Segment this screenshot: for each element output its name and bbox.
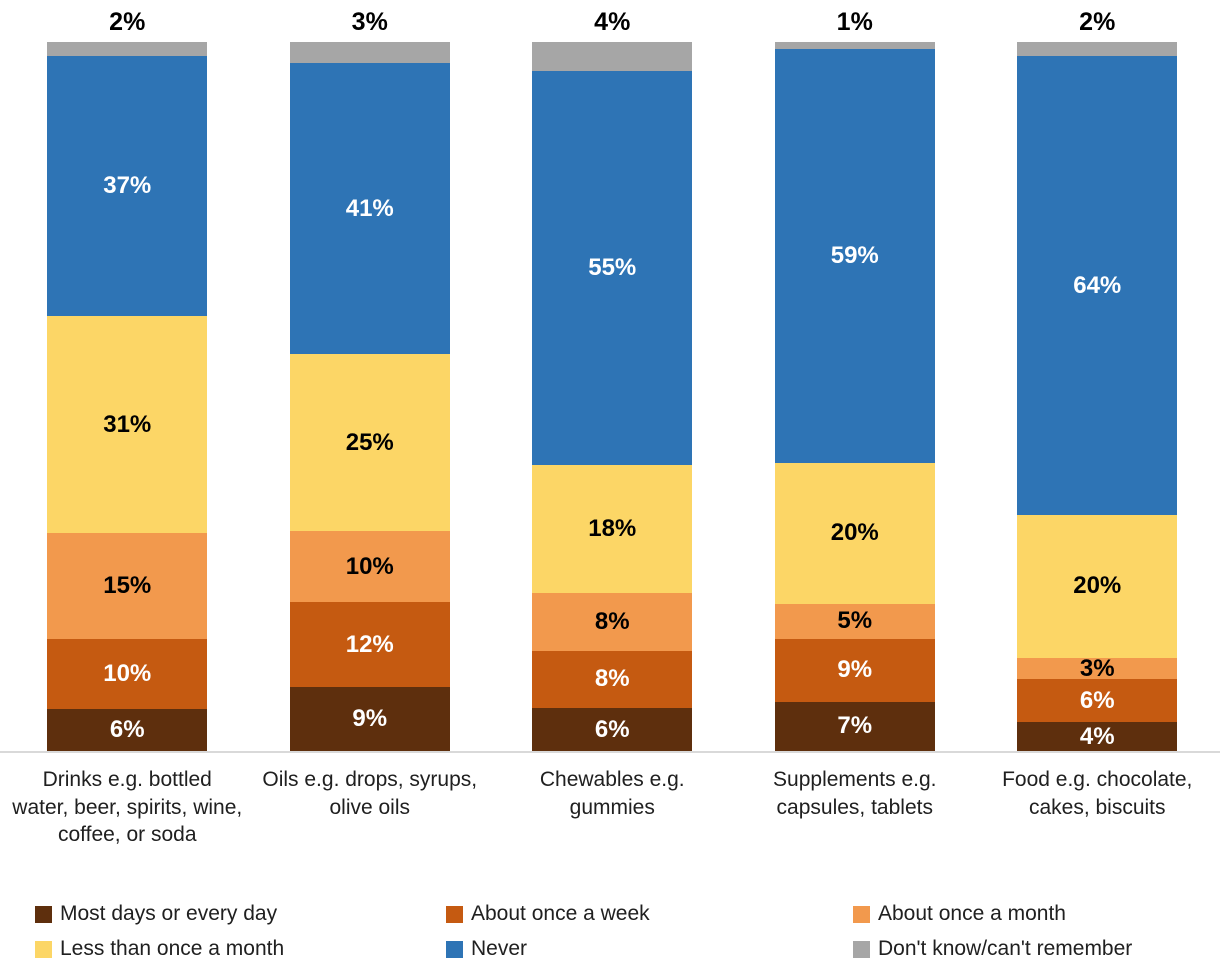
bar-segment-less-than-once-a-month: 25% [289,353,450,532]
legend-label: About once a week [471,902,650,926]
segment-value-label: 12% [345,630,394,658]
segment-value-label: 41% [345,194,394,222]
segment-value-label: 10% [103,659,152,687]
legend-swatch [853,940,870,958]
bar-segment-never: 37% [47,56,208,316]
segment-value-label: 64% [1073,271,1122,299]
legend-item-2: About once a week [446,901,853,927]
bar-segment-about-once-a-month: 8% [532,593,693,651]
segment-value-label: 20% [1073,572,1122,600]
bar-top-value-label: 4% [594,8,631,36]
x-axis-line [0,751,1220,753]
segment-value-label: 55% [588,253,637,281]
category-axis-labels: Drinks e.g. bottled water, beer, spirits… [0,766,1220,849]
bar-segment-don-t-know-can-t-remember [532,42,693,71]
legend-item-6: Don't know/can't remember [853,936,1220,962]
segment-value-label: 8% [594,665,630,693]
legend-label: Never [471,937,528,961]
bar-top-value-label: 2% [109,8,146,36]
segment-value-label: 6% [594,715,630,743]
bar-segment-most-days-or-every-day: 6% [532,708,693,751]
bar-column-2: 3% 41% 25% 10% 12% 9% [249,0,492,751]
legend-item-5: Never [446,936,853,962]
stacked-bar: 59% 20% 5% 9% 7% [774,42,935,751]
segment-value-label: 5% [837,607,873,635]
segment-value-label: 9% [837,656,873,684]
stacked-bar: 41% 25% 10% 12% 9% [289,42,450,751]
category-label: Chewables e.g. gummies [539,768,685,819]
bar-top-value-label: 1% [836,8,873,36]
segment-value-label: 25% [345,428,394,456]
bar-segment-less-than-once-a-month: 20% [1017,514,1178,658]
segment-value-label: 6% [109,715,145,743]
bar-column-1: 2% 37% 31% 15% 10% 6% [6,0,249,752]
bar-segment-never: 59% [774,49,935,464]
segment-value-label: 8% [594,608,630,636]
legend-swatch [35,905,52,923]
bar-segment-most-days-or-every-day: 4% [1017,722,1178,751]
bar-segment-don-t-know-can-t-remember [289,42,450,64]
segment-value-label: 20% [830,519,879,547]
legend-item-3: About once a month [853,901,1220,927]
bar-segment-about-once-a-week: 9% [774,638,935,702]
bar-segment-about-once-a-month: 5% [774,603,935,639]
legend-item-4: Less than once a month [35,936,446,962]
stacked-bar: 64% 20% 3% 6% 4% [1017,42,1178,751]
bar-top-value-label: 2% [1079,8,1116,36]
segment-value-label: 37% [103,171,152,199]
legend-swatch [853,905,870,923]
bar-segment-most-days-or-every-day: 9% [289,687,450,751]
bar-segment-about-once-a-month: 10% [289,531,450,603]
bar-segment-don-t-know-can-t-remember [47,42,208,57]
bar-column-4: 1% 59% 20% 5% 9% 7% [734,0,977,751]
stacked-bar: 37% 31% 15% 10% 6% [47,42,208,752]
legend-item-1: Most days or every day [35,901,446,927]
category-label: Drinks e.g. bottled water, beer, spirits… [12,768,243,847]
plot-area: 2% 37% 31% 15% 10% 6% 3% 41% 25% 10% 12% 9% 4% 55% 18%… [6,0,1219,752]
bar-column-5: 2% 64% 20% 3% 6% 4% [976,0,1219,751]
bar-segment-about-once-a-week: 12% [289,602,450,688]
legend-swatch [446,940,463,958]
bar-segment-about-once-a-week: 10% [47,638,208,709]
category-label: Food e.g. chocolate, cakes, biscuits [1002,768,1193,819]
bar-segment-less-than-once-a-month: 31% [47,315,208,534]
category-label: Oils e.g. drops, syrups, olive oils [262,768,478,819]
segment-value-label: 6% [1079,686,1115,714]
segment-value-label: 4% [1079,722,1115,750]
bar-segment-never: 64% [1017,56,1178,515]
bar-segment-most-days-or-every-day: 6% [47,708,208,752]
bar-segment-about-once-a-week: 6% [1017,679,1178,723]
legend-label: Most days or every day [60,902,278,926]
bar-top-value-label: 3% [351,8,388,36]
bar-segment-about-once-a-month: 15% [47,533,208,639]
legend-label: Don't know/can't remember [878,937,1133,961]
bar-segment-about-once-a-week: 8% [532,650,693,709]
bar-segment-most-days-or-every-day: 7% [774,701,935,751]
bar-segment-don-t-know-can-t-remember [774,42,935,50]
category-label: Supplements e.g. capsules, tablets [773,768,937,819]
legend-swatch [446,905,463,923]
segment-value-label: 59% [830,242,879,270]
segment-value-label: 10% [345,552,394,580]
legend-label: Less than once a month [60,937,285,961]
segment-value-label: 3% [1079,654,1115,682]
legend-label: About once a month [878,902,1066,926]
segment-value-label: 9% [352,705,388,733]
bar-segment-never: 55% [532,70,693,465]
bar-segment-less-than-once-a-month: 18% [532,464,693,594]
segment-value-label: 31% [103,410,152,438]
segment-value-label: 15% [103,572,152,600]
bar-segment-about-once-a-month: 3% [1017,654,1178,682]
bar-segment-less-than-once-a-month: 20% [774,463,935,604]
bar-segment-never: 41% [289,63,450,354]
bar-column-3: 4% 55% 18% 8% 8% 6% [491,0,734,751]
segment-value-label: 18% [588,514,637,542]
legend-swatch [35,940,52,958]
legend: Most days or every day About once a week A… [0,901,1220,962]
stacked-bar: 55% 18% 8% 8% 6% [532,42,693,751]
bar-segment-don-t-know-can-t-remember [1017,42,1178,57]
segment-value-label: 7% [837,712,873,740]
